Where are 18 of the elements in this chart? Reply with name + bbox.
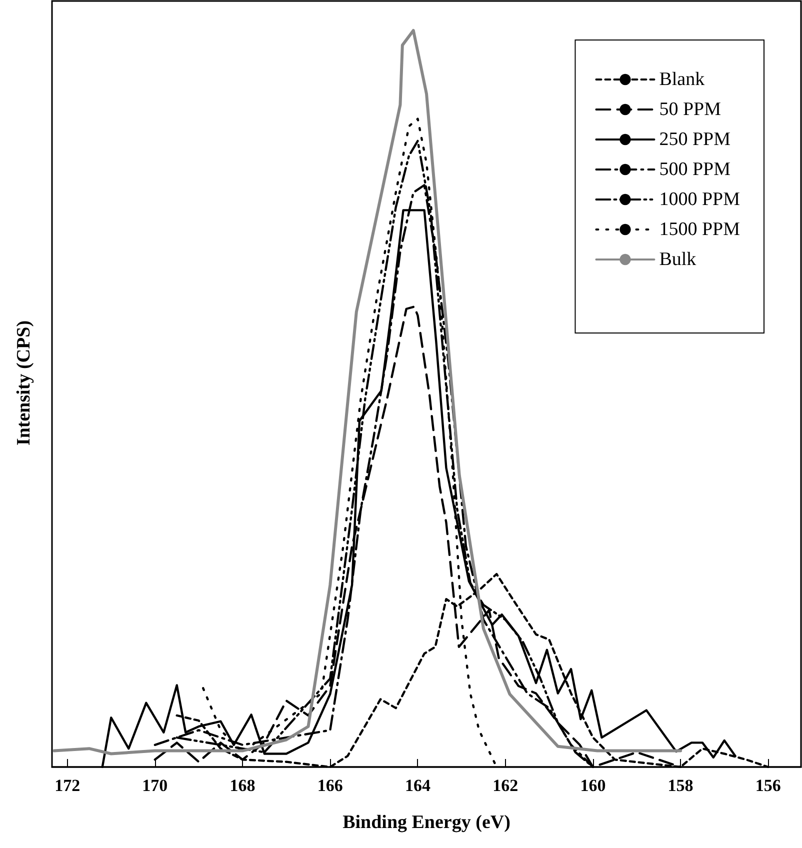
legend-label: Bulk — [659, 249, 697, 270]
y-axis-title: Intensity (CPS) — [14, 320, 34, 446]
x-tick-label: 160 — [580, 776, 606, 795]
legend-label: 50 PPM — [659, 99, 722, 120]
legend-label: Blank — [659, 69, 706, 90]
x-tick-label: 162 — [492, 776, 518, 795]
x-tick-label: 170 — [142, 776, 168, 795]
x-tick-label: 168 — [230, 776, 256, 795]
x-tick-label: 172 — [54, 776, 80, 795]
x-axis-title: Binding Energy (eV) — [342, 812, 510, 833]
x-tick-label: 156 — [755, 776, 781, 795]
x-tick-label: 158 — [668, 776, 694, 795]
legend-label: 1500 PPM — [659, 219, 740, 240]
legend-label: 1000 PPM — [659, 189, 740, 210]
x-tick-label: 164 — [404, 776, 431, 795]
legend-label: 250 PPM — [659, 129, 731, 150]
x-tick-label: 166 — [317, 776, 343, 795]
legend-label: 500 PPM — [659, 159, 731, 180]
